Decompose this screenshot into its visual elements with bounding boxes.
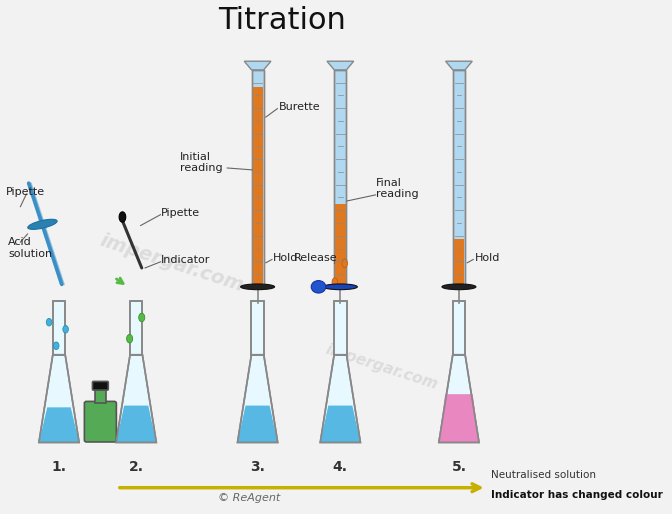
Text: 4.: 4.	[333, 460, 348, 474]
Text: 5.: 5.	[452, 460, 466, 474]
FancyBboxPatch shape	[334, 301, 347, 355]
Ellipse shape	[342, 259, 347, 267]
FancyBboxPatch shape	[95, 389, 106, 403]
Ellipse shape	[138, 313, 144, 322]
FancyBboxPatch shape	[251, 70, 263, 287]
Polygon shape	[237, 355, 278, 443]
Text: impergar.com: impergar.com	[97, 231, 247, 296]
Text: Initial
reading: Initial reading	[180, 152, 223, 173]
Ellipse shape	[241, 284, 275, 290]
FancyBboxPatch shape	[335, 205, 346, 287]
Text: Burette: Burette	[279, 102, 320, 112]
Ellipse shape	[311, 281, 326, 293]
Polygon shape	[237, 406, 278, 443]
Text: © ReAgent: © ReAgent	[218, 493, 280, 503]
Text: Pipette: Pipette	[5, 187, 44, 197]
Text: impergar.com: impergar.com	[323, 342, 440, 392]
FancyBboxPatch shape	[93, 381, 108, 390]
Text: Hold: Hold	[273, 253, 298, 263]
Text: Release: Release	[294, 253, 337, 263]
FancyBboxPatch shape	[53, 301, 65, 355]
Polygon shape	[321, 406, 360, 443]
Polygon shape	[39, 407, 79, 443]
Text: Final
reading: Final reading	[376, 178, 419, 199]
Text: Acid
solution: Acid solution	[8, 237, 52, 259]
FancyBboxPatch shape	[334, 70, 346, 287]
FancyBboxPatch shape	[453, 70, 465, 287]
Ellipse shape	[332, 278, 337, 286]
Polygon shape	[327, 61, 353, 70]
Ellipse shape	[126, 335, 132, 343]
Polygon shape	[116, 406, 157, 443]
Text: 3.: 3.	[250, 460, 265, 474]
FancyBboxPatch shape	[252, 87, 263, 287]
Title: Titration: Titration	[218, 6, 346, 34]
Ellipse shape	[28, 219, 57, 229]
Ellipse shape	[323, 284, 358, 290]
FancyBboxPatch shape	[453, 301, 465, 355]
Ellipse shape	[46, 318, 52, 326]
Polygon shape	[446, 61, 472, 70]
Polygon shape	[439, 355, 479, 443]
FancyBboxPatch shape	[251, 301, 264, 355]
FancyBboxPatch shape	[85, 401, 116, 442]
Text: Indicator: Indicator	[161, 255, 210, 265]
Text: Hold: Hold	[474, 253, 500, 263]
Ellipse shape	[119, 212, 126, 222]
Polygon shape	[321, 355, 360, 443]
Ellipse shape	[442, 284, 476, 290]
Text: 2.: 2.	[129, 460, 144, 474]
Polygon shape	[116, 355, 157, 443]
Ellipse shape	[54, 342, 59, 350]
Text: Pipette: Pipette	[161, 208, 200, 218]
Polygon shape	[39, 355, 79, 443]
Text: 1.: 1.	[52, 460, 67, 474]
Text: Indicator has changed colour: Indicator has changed colour	[491, 489, 663, 500]
FancyBboxPatch shape	[130, 301, 142, 355]
FancyBboxPatch shape	[454, 239, 464, 287]
Ellipse shape	[63, 325, 69, 333]
Text: Neutralised solution: Neutralised solution	[491, 470, 596, 480]
Polygon shape	[244, 61, 271, 70]
Polygon shape	[439, 394, 479, 443]
